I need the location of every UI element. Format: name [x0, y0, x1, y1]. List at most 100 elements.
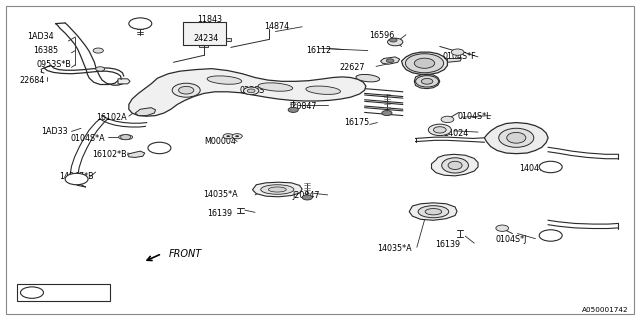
- Circle shape: [20, 287, 44, 298]
- Circle shape: [441, 116, 454, 123]
- Text: 14047*B: 14047*B: [59, 172, 93, 181]
- Circle shape: [382, 110, 392, 116]
- Text: 22627: 22627: [339, 62, 365, 72]
- Text: FRONT: FRONT: [168, 249, 202, 259]
- Circle shape: [428, 124, 451, 136]
- Text: 16385: 16385: [33, 46, 58, 55]
- Bar: [183, 22, 227, 45]
- Bar: [17, 284, 109, 301]
- Polygon shape: [447, 59, 461, 62]
- Text: 1: 1: [29, 288, 35, 297]
- Text: 0104S*F: 0104S*F: [443, 52, 477, 61]
- Ellipse shape: [356, 75, 380, 82]
- Text: A050001742: A050001742: [582, 307, 629, 313]
- Polygon shape: [381, 57, 399, 64]
- Circle shape: [421, 78, 433, 84]
- Circle shape: [288, 107, 298, 112]
- Circle shape: [67, 174, 86, 184]
- Text: 14035*A: 14035*A: [378, 244, 412, 253]
- Text: 1: 1: [548, 163, 553, 172]
- Text: 16139: 16139: [435, 240, 460, 249]
- Text: 16139: 16139: [207, 209, 232, 218]
- Polygon shape: [135, 108, 156, 116]
- Text: 1AD34: 1AD34: [27, 32, 54, 41]
- Text: 1AD33: 1AD33: [42, 127, 68, 136]
- Text: 14035*A: 14035*A: [203, 190, 237, 199]
- Polygon shape: [129, 69, 366, 116]
- Circle shape: [227, 135, 230, 137]
- Polygon shape: [199, 45, 209, 47]
- Circle shape: [433, 127, 446, 133]
- Polygon shape: [414, 74, 440, 89]
- Text: 0238S: 0238S: [240, 86, 265, 95]
- Text: 16596: 16596: [369, 31, 394, 40]
- Polygon shape: [227, 38, 231, 41]
- Polygon shape: [118, 79, 130, 84]
- Text: 16102A: 16102A: [96, 113, 126, 122]
- Text: 0104S*J: 0104S*J: [495, 236, 527, 244]
- Circle shape: [93, 48, 103, 53]
- Circle shape: [65, 173, 88, 185]
- Circle shape: [540, 161, 562, 173]
- Text: 1: 1: [157, 143, 162, 152]
- Circle shape: [223, 134, 234, 139]
- Circle shape: [172, 83, 200, 97]
- Text: 1: 1: [74, 174, 79, 184]
- Text: 0104S*H: 0104S*H: [49, 288, 84, 297]
- Text: 24234: 24234: [194, 34, 219, 43]
- Ellipse shape: [448, 161, 462, 170]
- Polygon shape: [127, 151, 145, 157]
- Circle shape: [388, 38, 403, 46]
- Circle shape: [232, 134, 243, 139]
- Text: 14047*A: 14047*A: [519, 164, 554, 173]
- Text: 16112: 16112: [306, 46, 331, 55]
- Text: 24024: 24024: [443, 129, 468, 138]
- Ellipse shape: [418, 206, 449, 218]
- Ellipse shape: [118, 135, 132, 140]
- Text: 14874: 14874: [264, 22, 289, 31]
- Text: 16102*B: 16102*B: [93, 150, 127, 159]
- Ellipse shape: [499, 128, 534, 147]
- Circle shape: [405, 54, 444, 73]
- Ellipse shape: [207, 76, 242, 84]
- Text: 1: 1: [548, 231, 553, 240]
- Circle shape: [179, 86, 194, 94]
- Text: 1: 1: [138, 19, 143, 28]
- Circle shape: [387, 59, 394, 63]
- Circle shape: [302, 195, 312, 200]
- Polygon shape: [409, 203, 457, 220]
- Ellipse shape: [507, 132, 526, 143]
- Circle shape: [244, 87, 259, 95]
- Ellipse shape: [260, 185, 294, 194]
- Ellipse shape: [306, 86, 340, 94]
- Circle shape: [148, 142, 171, 154]
- Circle shape: [496, 225, 509, 231]
- Circle shape: [540, 230, 562, 241]
- Text: 0953S*B: 0953S*B: [36, 60, 71, 69]
- Ellipse shape: [258, 83, 292, 91]
- Text: 16175: 16175: [344, 118, 369, 127]
- Circle shape: [247, 89, 255, 93]
- Circle shape: [451, 49, 464, 55]
- Circle shape: [414, 58, 435, 68]
- Text: 0104S*L: 0104S*L: [457, 112, 490, 121]
- Polygon shape: [401, 52, 447, 74]
- Circle shape: [96, 67, 104, 71]
- Text: 11843: 11843: [197, 15, 222, 24]
- Polygon shape: [252, 182, 302, 197]
- Text: 22684: 22684: [19, 76, 45, 85]
- Circle shape: [236, 135, 239, 137]
- Ellipse shape: [442, 158, 468, 173]
- Text: J20847: J20847: [292, 191, 319, 200]
- Polygon shape: [484, 123, 548, 154]
- Text: J20847: J20847: [289, 101, 317, 111]
- Circle shape: [390, 38, 397, 42]
- Text: M00004: M00004: [204, 137, 236, 146]
- Text: 0104S*A: 0104S*A: [70, 134, 105, 143]
- Ellipse shape: [268, 187, 286, 192]
- Circle shape: [129, 18, 152, 29]
- Circle shape: [415, 76, 438, 87]
- Circle shape: [120, 135, 131, 140]
- Ellipse shape: [425, 209, 442, 215]
- Polygon shape: [431, 154, 478, 176]
